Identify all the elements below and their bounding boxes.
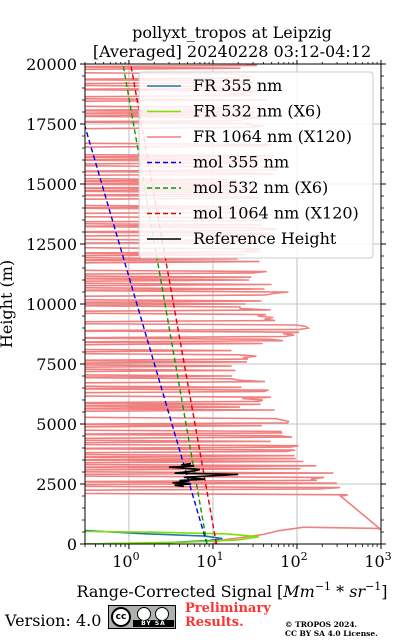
copyright-notice: © TROPOS 2024. CC BY SA 4.0 License. (285, 620, 378, 638)
y-tick-label: 10000 (26, 295, 77, 314)
x-axis-label-unit2: sr (349, 582, 366, 601)
legend-box (138, 71, 374, 259)
x-tick-label: 102 (280, 550, 307, 571)
chart-title: pollyxt_tropos at Leipzig (132, 23, 332, 42)
y-tick-label: 5000 (36, 415, 77, 434)
legend-label: Reference Height (193, 229, 337, 248)
series-mol-355-nm (85, 126, 208, 544)
legend-label: FR 355 nm (193, 76, 282, 95)
series-mol-532-nm-x6 (122, 64, 208, 544)
x-axis-label-exp1: −1 (315, 580, 331, 593)
x-axis-label-suffix: ] (381, 582, 387, 601)
legend-label: mol 532 nm (X6) (193, 178, 328, 197)
series-mol-1064-nm-x120 (130, 64, 218, 544)
preliminary-line1: Preliminary (185, 601, 271, 616)
legend-label: FR 1064 nm (X120) (193, 127, 352, 146)
preliminary-notice: Preliminary Results. (185, 602, 271, 630)
copyright-line2: CC BY SA 4.0 License. (285, 629, 378, 638)
y-tick-label: 0 (67, 535, 77, 554)
x-axis-label-unit: Mm (282, 582, 315, 601)
series-reference-height (168, 462, 239, 488)
x-axis-label-prefix: Range-Corrected Signal [ (76, 582, 283, 601)
chart-subtitle: [Averaged] 20240228 03:12-04:12 (93, 42, 371, 61)
y-tick-label: 2500 (36, 475, 77, 494)
x-axis-label-exp2: −1 (365, 580, 381, 593)
preliminary-line2: Results. (185, 615, 244, 630)
cc-icon: cc (111, 607, 131, 627)
series-fr-532-nm-x6 (85, 530, 259, 544)
x-axis-label-mid: * (331, 582, 349, 601)
cc-badge-text: BY SA (133, 620, 174, 627)
version-label: Version: 4.0 (5, 611, 102, 630)
x-axis-label: Range-Corrected Signal [Mm−1 * sr−1] (76, 580, 387, 601)
sa-icon (155, 607, 169, 621)
legend-label: FR 532 nm (X6) (193, 102, 321, 121)
plot-area: 100 101 102 103 0 2500 5000 7500 10000 12500 15000… (26, 55, 392, 571)
y-tick-label: 20000 (26, 55, 77, 74)
legend-label: mol 1064 nm (X120) (193, 204, 359, 223)
copyright-line1: © TROPOS 2024. (285, 620, 358, 629)
y-tick-label: 7500 (36, 355, 77, 374)
y-axis-label: Height (m) (0, 260, 16, 348)
y-tick-label: 12500 (26, 235, 77, 254)
y-tick-label: 15000 (26, 175, 77, 194)
by-icon (137, 607, 151, 621)
x-tick-label: 100 (112, 550, 139, 571)
legend-label: mol 355 nm (193, 153, 289, 172)
y-tick-label: 17500 (26, 115, 77, 134)
x-tick-label: 103 (364, 550, 391, 571)
cc-license-badge[interactable]: cc BY SA (108, 605, 176, 629)
x-tick-label: 101 (196, 550, 223, 571)
